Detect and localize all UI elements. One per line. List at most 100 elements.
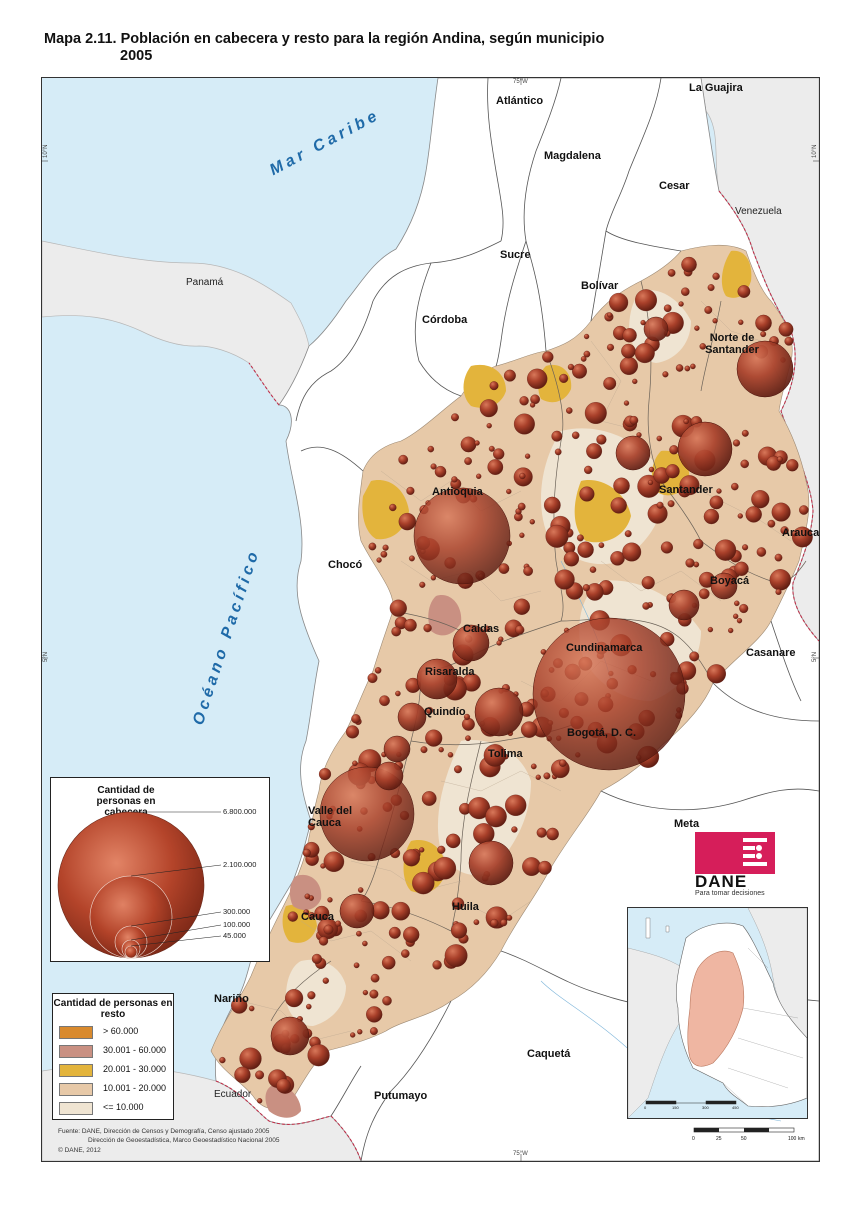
inset-scale-t2: 300 bbox=[702, 1105, 709, 1110]
label-magdalena: Magdalena bbox=[544, 150, 601, 162]
city-bubble-bucaramanga bbox=[677, 421, 733, 477]
municipality-bubble bbox=[485, 805, 507, 828]
inset-scale-t0: 0 bbox=[644, 1105, 647, 1110]
city-bubble-pasto bbox=[270, 1016, 310, 1056]
legend-resto: Cantidad de personas en resto > 60.000 3… bbox=[52, 993, 174, 1120]
label-caldas: Caldas bbox=[463, 623, 500, 635]
municipality-bubble bbox=[559, 759, 567, 767]
municipality-bubble bbox=[430, 575, 437, 581]
dane-logo-tagline: Para tomar decisiones bbox=[695, 890, 765, 897]
municipality-bubble bbox=[479, 399, 498, 418]
municipality-bubble bbox=[584, 465, 593, 475]
municipality-bubble bbox=[622, 542, 642, 562]
label-narino: Nariño bbox=[214, 993, 249, 1005]
label-bogota: Bogotá, D. C. bbox=[567, 727, 637, 739]
label-cauca: Cauca bbox=[301, 911, 335, 923]
municipality-bubble bbox=[398, 454, 409, 465]
municipality-bubble bbox=[464, 457, 472, 465]
municipality-bubble bbox=[529, 402, 536, 408]
footer-copyright: © DANE, 2012 bbox=[58, 1147, 101, 1154]
municipality-bubble bbox=[451, 897, 465, 910]
municipality-bubble bbox=[381, 955, 396, 970]
municipality-bubble bbox=[771, 502, 791, 522]
municipality-bubble bbox=[421, 791, 437, 806]
municipality-bubble bbox=[694, 325, 700, 331]
municipality-bubble bbox=[589, 566, 597, 573]
municipality-bubble bbox=[685, 558, 695, 568]
municipality-bubble bbox=[487, 459, 504, 475]
municipality-bubble bbox=[402, 849, 420, 867]
department-boundaries bbox=[295, 78, 819, 1161]
municipality-bubble bbox=[389, 503, 397, 512]
city-bubble-cali bbox=[319, 766, 415, 862]
municipality-bubble bbox=[681, 287, 690, 296]
municipality-bubble bbox=[318, 936, 329, 946]
municipality-bubble bbox=[322, 977, 329, 984]
label-atlantico: Atlántico bbox=[496, 95, 544, 107]
municipality-bubble bbox=[740, 459, 749, 469]
municipality-bubble bbox=[598, 542, 605, 549]
municipality-bubble bbox=[323, 851, 345, 872]
dane-logo-name: DANE bbox=[695, 872, 748, 891]
municipality-bubble bbox=[302, 848, 311, 857]
municipality-bubble bbox=[231, 997, 248, 1014]
municipality-bubble bbox=[311, 953, 322, 964]
legend-cabecera: Cantidad de personas en cabecera 6.800.0… bbox=[50, 777, 270, 962]
graticule-right-5: 5°N bbox=[812, 651, 818, 662]
footer-source2: Dirección de Geoestadística, Marco Geoes… bbox=[88, 1137, 280, 1144]
municipality-bubble bbox=[412, 871, 435, 895]
municipality-bubble bbox=[572, 363, 587, 379]
inset-scale-t1: 150 bbox=[672, 1105, 679, 1110]
municipality-bubble bbox=[584, 402, 607, 424]
resto-pink-1 bbox=[428, 595, 462, 636]
label-venezuela: Venezuela bbox=[735, 206, 782, 217]
municipality-bubble bbox=[389, 599, 407, 617]
municipality-bubble bbox=[545, 524, 569, 548]
municipality-bubble bbox=[523, 566, 533, 576]
municipality-bubble bbox=[675, 364, 684, 372]
municipality-bubble bbox=[406, 486, 415, 495]
municipality-bubble bbox=[566, 407, 573, 414]
municipality-bubble bbox=[423, 623, 432, 633]
label-huila: Huila bbox=[452, 901, 479, 913]
municipality-bubble bbox=[733, 613, 739, 619]
frontier-venezuela bbox=[718, 190, 819, 642]
municipality-bubble bbox=[506, 914, 513, 921]
legend-resto-swatch-3 bbox=[59, 1064, 93, 1077]
municipality-bubble bbox=[398, 512, 416, 531]
legend-resto-label-3: 20.001 - 30.000 bbox=[103, 1064, 167, 1074]
municipality-bubble bbox=[571, 431, 580, 440]
municipality-bubble bbox=[681, 256, 697, 273]
map-frame[interactable]: Mar Caribe Océano Pacífico Atlántico La … bbox=[41, 77, 820, 1162]
municipality-bubble bbox=[248, 1005, 255, 1012]
city-bubble-c-cuta bbox=[736, 340, 794, 398]
municipality-bubble bbox=[607, 312, 613, 318]
municipality-bubble bbox=[219, 1056, 226, 1064]
city-bubble-barrancabermeja bbox=[615, 435, 651, 471]
municipality-bubble bbox=[432, 960, 442, 970]
municipality-bubble bbox=[370, 973, 380, 983]
municipality-bubble bbox=[624, 530, 632, 538]
dane-logo: DANE Para tomar decisiones bbox=[695, 832, 775, 897]
municipality-bubble bbox=[707, 626, 714, 633]
municipality-bubble bbox=[741, 429, 749, 437]
municipality-bubble bbox=[751, 490, 770, 509]
municipality-bubble bbox=[524, 453, 531, 459]
municipality-bubble bbox=[345, 725, 360, 739]
municipality-bubble bbox=[367, 673, 378, 684]
municipality-bubble bbox=[465, 735, 471, 742]
municipality-bubble bbox=[463, 713, 471, 720]
municipality-bubble bbox=[603, 377, 617, 390]
municipality-bubble bbox=[742, 544, 749, 551]
resto-yellow-1 bbox=[362, 480, 409, 540]
map-canvas[interactable] bbox=[42, 78, 819, 1161]
municipality-bubble bbox=[567, 363, 575, 371]
municipality-bubble bbox=[460, 436, 477, 453]
municipality-bubble bbox=[451, 476, 458, 483]
municipality-bubble bbox=[755, 314, 772, 332]
municipality-bubble bbox=[404, 618, 417, 632]
resto-pink-2 bbox=[289, 874, 322, 911]
municipality-bubble bbox=[576, 534, 584, 542]
municipality-bubble bbox=[380, 550, 388, 558]
municipality-bubble bbox=[647, 479, 654, 486]
